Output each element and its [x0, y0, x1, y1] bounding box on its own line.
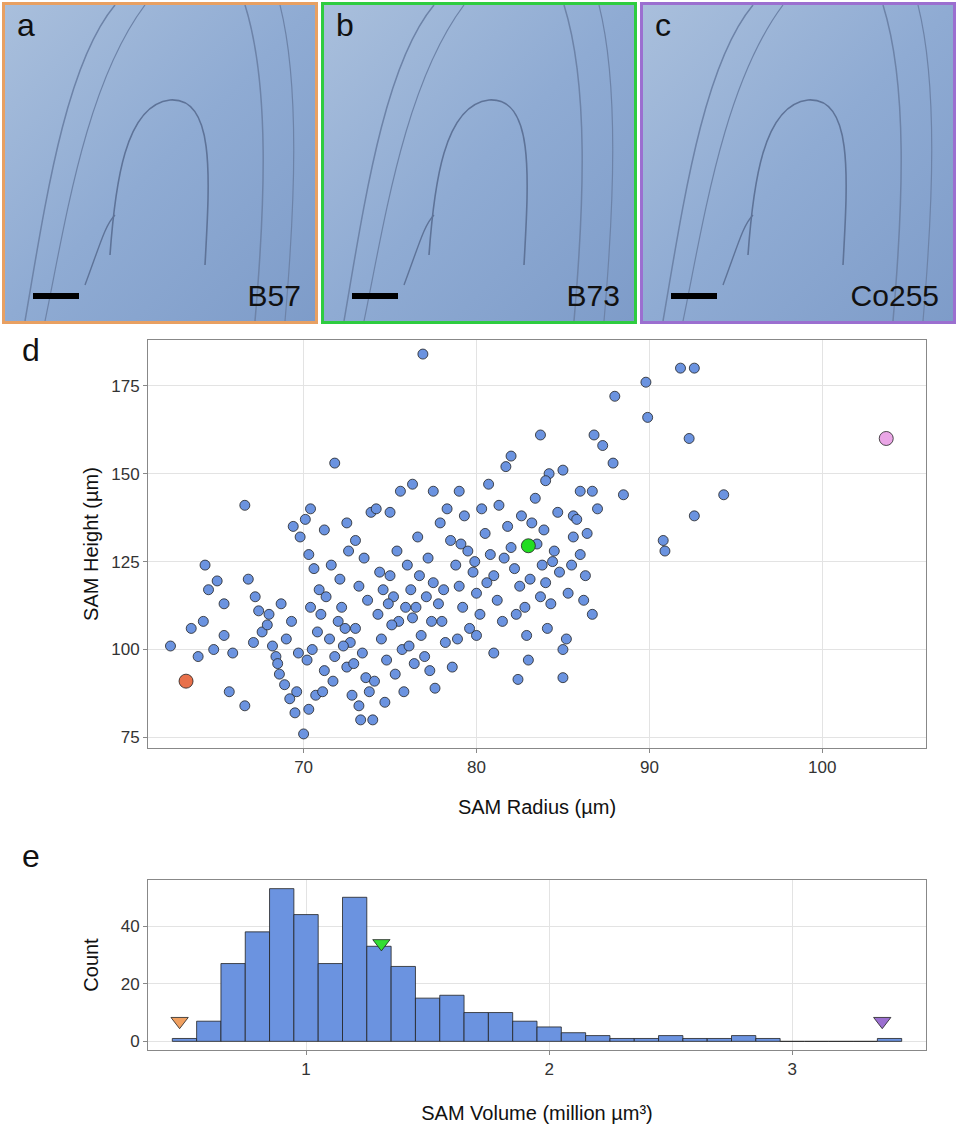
html-text:B57: B57	[247, 279, 301, 312]
svg-text:90: 90	[640, 758, 659, 777]
html-text:Co255: Co255	[850, 279, 939, 312]
svg-text:125: 125	[111, 553, 139, 572]
svg-text:40: 40	[121, 917, 140, 936]
svg-text:70: 70	[294, 758, 313, 777]
html-text:e: e	[22, 838, 40, 874]
svg-text:1: 1	[301, 1060, 310, 1079]
svg-text:75: 75	[121, 728, 140, 747]
svg-text:100: 100	[808, 758, 836, 777]
html-text:c: c	[655, 7, 671, 43]
svg-text:SAM Volume (million µm³): SAM Volume (million µm³)	[421, 1102, 653, 1124]
svg-text:150: 150	[111, 465, 139, 484]
svg-text:SAM Radius (µm): SAM Radius (µm)	[458, 796, 616, 818]
svg-text:Count: Count	[80, 938, 102, 992]
html-text:b: b	[336, 7, 354, 43]
svg-text:100: 100	[111, 640, 139, 659]
html-text:B73: B73	[566, 279, 620, 312]
svg-text:20: 20	[121, 975, 140, 994]
svg-text:0: 0	[130, 1032, 139, 1051]
svg-text:80: 80	[467, 758, 486, 777]
svg-text:3: 3	[788, 1060, 797, 1079]
svg-text:2: 2	[544, 1060, 553, 1079]
html-text:d: d	[22, 332, 40, 368]
svg-text:175: 175	[111, 377, 139, 396]
svg-text:SAM Height (µm): SAM Height (µm)	[80, 467, 102, 621]
html-text:a: a	[17, 7, 35, 43]
